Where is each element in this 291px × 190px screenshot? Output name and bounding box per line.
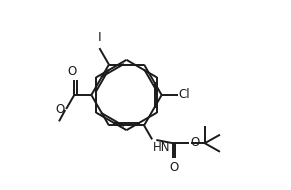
Text: O: O <box>190 136 199 149</box>
Text: Cl: Cl <box>179 89 190 101</box>
Text: O: O <box>55 103 65 116</box>
Text: I: I <box>97 31 101 44</box>
Text: O: O <box>170 161 179 174</box>
Text: HN: HN <box>153 141 171 154</box>
Text: O: O <box>68 65 77 78</box>
